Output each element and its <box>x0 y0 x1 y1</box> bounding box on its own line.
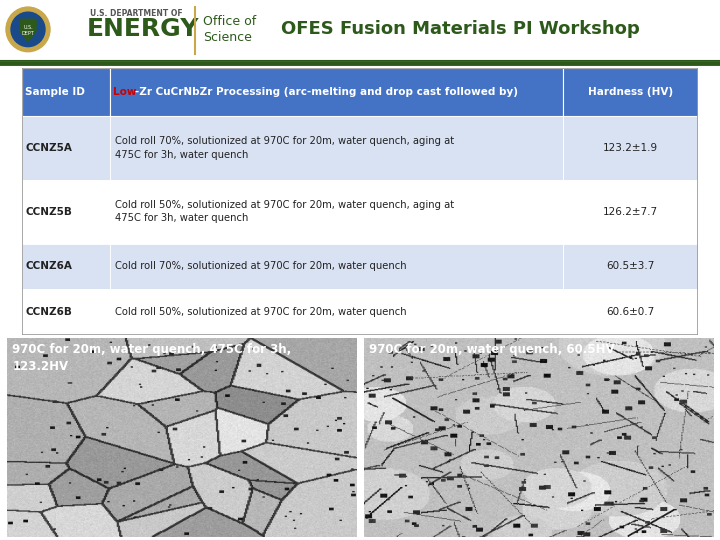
Bar <box>109 289 563 335</box>
Text: Cold roll 70%, solutionized at 970C for 20m, water quench: Cold roll 70%, solutionized at 970C for … <box>115 261 407 272</box>
Text: U.S.: U.S. <box>23 25 33 30</box>
Text: OFES Fusion Materials PI Workshop: OFES Fusion Materials PI Workshop <box>281 21 639 38</box>
Text: Hardness (HV): Hardness (HV) <box>588 87 673 97</box>
Text: Science: Science <box>203 31 252 44</box>
Text: CCNZ5A: CCNZ5A <box>26 143 73 153</box>
Bar <box>22 289 109 335</box>
Text: U.S. DEPARTMENT OF: U.S. DEPARTMENT OF <box>90 9 183 18</box>
Bar <box>563 68 698 116</box>
Bar <box>109 180 563 244</box>
Text: -Zr CuCrNbZr Processing (arc-melting and drop cast followed by): -Zr CuCrNbZr Processing (arc-melting and… <box>135 87 518 97</box>
Text: Office of: Office of <box>203 15 256 28</box>
Text: 126.2±7.7: 126.2±7.7 <box>603 207 658 217</box>
Text: 60.5±3.7: 60.5±3.7 <box>606 261 655 272</box>
Text: 123.2±1.9: 123.2±1.9 <box>603 143 658 153</box>
Bar <box>22 244 109 289</box>
Bar <box>22 180 109 244</box>
Circle shape <box>11 12 45 46</box>
Text: CCNZ6A: CCNZ6A <box>26 261 73 272</box>
Text: Cold roll 50%, solutionized at 970C for 20m, water quench: Cold roll 50%, solutionized at 970C for … <box>115 307 407 317</box>
Bar <box>22 68 109 116</box>
Bar <box>109 244 563 289</box>
Text: 970C for 20m, water quench, 475C for 3h,
123.2HV: 970C for 20m, water quench, 475C for 3h,… <box>12 343 292 374</box>
Bar <box>109 68 563 116</box>
Bar <box>563 244 698 289</box>
Bar <box>563 116 698 180</box>
Bar <box>563 289 698 335</box>
Text: Cold roll 50%, solutionized at 970C for 20m, water quench, aging at
475C for 3h,: Cold roll 50%, solutionized at 970C for … <box>115 200 454 224</box>
Bar <box>109 116 563 180</box>
Text: 970C for 20m, water quench, 60.5HV: 970C for 20m, water quench, 60.5HV <box>369 343 614 356</box>
Text: CCNZ5B: CCNZ5B <box>26 207 73 217</box>
Text: DEPT: DEPT <box>22 31 35 36</box>
Text: Cold roll 70%, solutionized at 970C for 20m, water quench, aging at
475C for 3h,: Cold roll 70%, solutionized at 970C for … <box>115 137 454 160</box>
Text: 60.6±0.7: 60.6±0.7 <box>606 307 655 317</box>
Bar <box>22 116 109 180</box>
Bar <box>563 180 698 244</box>
Polygon shape <box>20 19 36 42</box>
Text: Low: Low <box>113 87 137 97</box>
Text: CCNZ6B: CCNZ6B <box>26 307 73 317</box>
Text: Sample ID: Sample ID <box>25 87 85 97</box>
Text: ENERGY: ENERGY <box>87 17 199 42</box>
Circle shape <box>6 7 50 52</box>
